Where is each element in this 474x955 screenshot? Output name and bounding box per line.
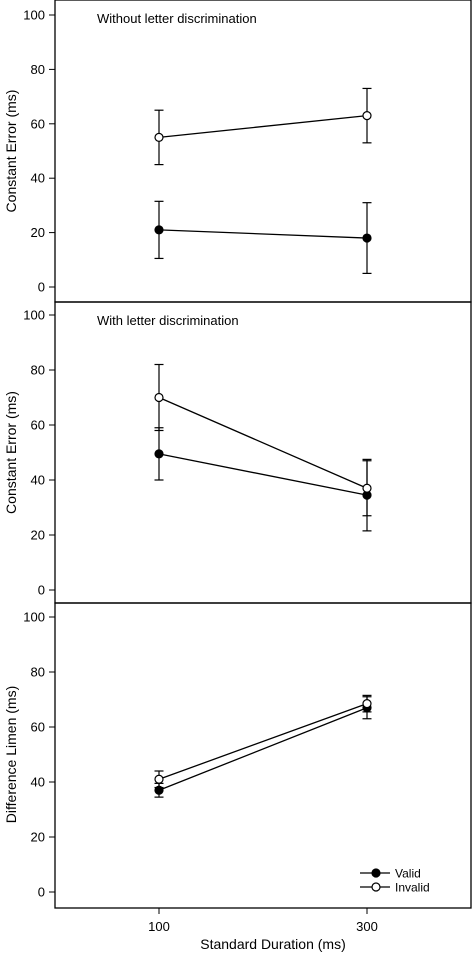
y-tick-label: 40 xyxy=(31,473,45,488)
y-tick-label: 80 xyxy=(31,62,45,77)
data-point-invalid xyxy=(362,483,372,493)
x-axis-label: Standard Duration (ms) xyxy=(200,936,346,952)
panel-2: 0 20 40 60 80 100 Constant Error (ms) With lett… xyxy=(3,301,472,604)
data-point-invalid xyxy=(362,699,372,709)
y-tick-label: 60 xyxy=(31,418,45,433)
data-point-invalid xyxy=(154,132,164,142)
panel-title: With letter discrimination xyxy=(97,313,239,328)
legend-entry-invalid: Invalid xyxy=(360,881,430,895)
data-point-invalid xyxy=(362,111,372,121)
data-point-valid xyxy=(154,225,164,235)
series-line-invalid xyxy=(158,114,368,139)
legend-label: Valid xyxy=(395,867,421,881)
series-line-invalid xyxy=(158,396,368,489)
legend-label: Invalid xyxy=(395,881,430,895)
panel-1: 0 20 40 60 80 100 Constant Error (ms) Without l… xyxy=(3,0,472,303)
series-line-valid xyxy=(158,229,368,239)
y-tick-label: 80 xyxy=(31,665,45,680)
y-tick-label: 40 xyxy=(31,775,45,790)
y-tick-label: 20 xyxy=(31,225,45,240)
y-axis-label: Constant Error (ms) xyxy=(3,90,19,213)
x-tick-label: 100 xyxy=(148,919,170,934)
legend-marker xyxy=(371,882,381,892)
y-tick-label: 80 xyxy=(31,363,45,378)
y-tick-label: 40 xyxy=(31,171,45,186)
y-tick-label: 100 xyxy=(23,610,45,625)
y-tick-label: 0 xyxy=(38,280,45,295)
y-tick-label: 20 xyxy=(31,528,45,543)
panel-frame xyxy=(54,0,472,303)
panel-frame xyxy=(54,602,472,909)
legend-entry-valid: Valid xyxy=(360,867,421,881)
y-tick-label: 60 xyxy=(31,720,45,735)
data-point-invalid xyxy=(154,774,164,784)
y-tick-label: 0 xyxy=(38,583,45,598)
y-tick-label: 100 xyxy=(23,8,45,23)
y-axis-label: Constant Error (ms) xyxy=(3,391,19,514)
y-tick-label: 0 xyxy=(38,885,45,900)
y-tick-label: 20 xyxy=(31,830,45,845)
y-tick-label: 60 xyxy=(31,116,45,131)
panel-3: 0 20 40 60 80 100 Difference Limen (ms) 100 300 S… xyxy=(3,602,472,952)
panel-frame xyxy=(54,301,472,604)
series-line-valid xyxy=(158,453,368,496)
data-point-valid xyxy=(362,233,372,243)
y-tick-label: 100 xyxy=(23,308,45,323)
series-line-valid xyxy=(158,707,368,791)
panel-title: Without letter discrimination xyxy=(97,11,257,26)
series-line-invalid xyxy=(158,703,368,780)
x-tick-label: 300 xyxy=(356,919,378,934)
y-axis-label: Difference Limen (ms) xyxy=(3,686,19,823)
data-point-valid xyxy=(154,449,164,459)
data-point-invalid xyxy=(154,392,164,403)
legend-marker xyxy=(371,868,381,878)
